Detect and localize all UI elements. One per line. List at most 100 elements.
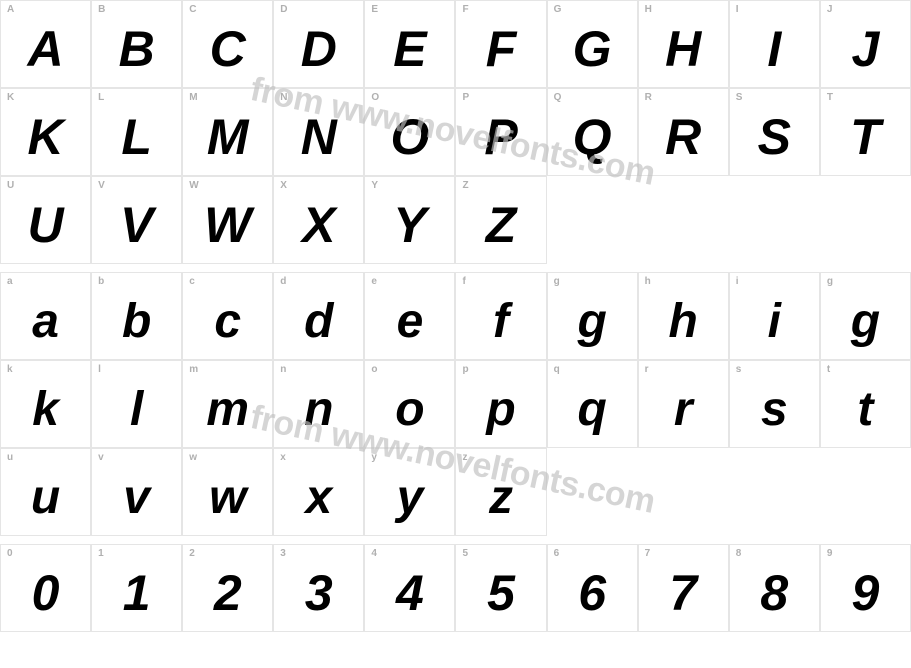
cell-glyph: I	[730, 17, 819, 87]
cell-label: t	[821, 361, 910, 377]
cell-glyph: K	[1, 105, 90, 175]
cell-glyph: L	[92, 105, 181, 175]
cell-label: C	[183, 1, 272, 17]
glyph-cell: KK	[0, 88, 91, 176]
cell-glyph: Z	[456, 193, 545, 263]
cell-label: Y	[365, 177, 454, 193]
cell-glyph: g	[548, 289, 637, 359]
cell-glyph: w	[183, 465, 272, 535]
glyph-cell: ZZ	[455, 176, 546, 264]
cell-label: R	[639, 89, 728, 105]
glyph-cell: 88	[729, 544, 820, 632]
cell-glyph: 7	[639, 561, 728, 631]
cell-glyph: 3	[274, 561, 363, 631]
glyph-cell: 66	[547, 544, 638, 632]
cell-glyph: G	[548, 17, 637, 87]
glyph-row: kkllmmnnooppqqrrsstt	[0, 360, 911, 448]
glyph-cell: nn	[273, 360, 364, 448]
glyph-row: aabbccddeeffgghhiigg	[0, 272, 911, 360]
cell-glyph: l	[92, 377, 181, 447]
cell-glyph: s	[730, 377, 819, 447]
cell-label: g	[821, 273, 910, 289]
cell-glyph: N	[274, 105, 363, 175]
cell-label: O	[365, 89, 454, 105]
glyph-cell: aa	[0, 272, 91, 360]
cell-glyph: 9	[821, 561, 910, 631]
cell-glyph: J	[821, 17, 910, 87]
cell-glyph: m	[183, 377, 272, 447]
glyph-cell: QQ	[547, 88, 638, 176]
cell-glyph: W	[183, 193, 272, 263]
glyph-cell: 11	[91, 544, 182, 632]
cell-glyph: i	[730, 289, 819, 359]
glyph-cell: MM	[182, 88, 273, 176]
glyph-cell: 22	[182, 544, 273, 632]
glyph-cell: zz	[455, 448, 546, 536]
glyph-cell: yy	[364, 448, 455, 536]
cell-glyph: y	[365, 465, 454, 535]
cell-label: W	[183, 177, 272, 193]
cell-label: o	[365, 361, 454, 377]
cell-glyph: 0	[1, 561, 90, 631]
cell-label: q	[548, 361, 637, 377]
glyph-cell: ff	[455, 272, 546, 360]
cell-glyph: X	[274, 193, 363, 263]
cell-glyph: B	[92, 17, 181, 87]
cell-glyph: A	[1, 17, 90, 87]
cell-label: g	[548, 273, 637, 289]
cell-label: k	[1, 361, 90, 377]
glyph-cell: 00	[0, 544, 91, 632]
cell-label: I	[730, 1, 819, 17]
glyph-cell: 44	[364, 544, 455, 632]
cell-glyph: 8	[730, 561, 819, 631]
cell-label: 2	[183, 545, 272, 561]
cell-label: h	[639, 273, 728, 289]
glyph-cell: kk	[0, 360, 91, 448]
cell-label: v	[92, 449, 181, 465]
glyph-cell: AA	[0, 0, 91, 88]
cell-label: d	[274, 273, 363, 289]
cell-glyph: 2	[183, 561, 272, 631]
cell-label: 5	[456, 545, 545, 561]
cell-glyph: 6	[548, 561, 637, 631]
glyph-cell: HH	[638, 0, 729, 88]
glyph-cell: ww	[182, 448, 273, 536]
cell-label: V	[92, 177, 181, 193]
cell-glyph: f	[456, 289, 545, 359]
cell-glyph: k	[1, 377, 90, 447]
glyph-cell: WW	[182, 176, 273, 264]
glyph-cell: 33	[273, 544, 364, 632]
cell-glyph: S	[730, 105, 819, 175]
glyph-cell: uu	[0, 448, 91, 536]
glyph-cell: SS	[729, 88, 820, 176]
cell-glyph: x	[274, 465, 363, 535]
glyph-cell: ss	[729, 360, 820, 448]
glyph-cell: gg	[820, 272, 911, 360]
glyph-cell: FF	[455, 0, 546, 88]
cell-label: T	[821, 89, 910, 105]
glyph-cell: TT	[820, 88, 911, 176]
cell-label: 9	[821, 545, 910, 561]
cell-label: S	[730, 89, 819, 105]
cell-glyph: e	[365, 289, 454, 359]
cell-glyph: q	[548, 377, 637, 447]
cell-glyph: d	[274, 289, 363, 359]
glyph-cell: xx	[273, 448, 364, 536]
cell-label: f	[456, 273, 545, 289]
glyph-cell: OO	[364, 88, 455, 176]
cell-label: J	[821, 1, 910, 17]
cell-glyph: H	[639, 17, 728, 87]
cell-label: n	[274, 361, 363, 377]
glyph-row: KKLLMMNNOOPPQQRRSSTT	[0, 88, 911, 176]
cell-glyph: E	[365, 17, 454, 87]
cell-label: U	[1, 177, 90, 193]
glyph-cell: 55	[455, 544, 546, 632]
cell-glyph: u	[1, 465, 90, 535]
cell-glyph: C	[183, 17, 272, 87]
cell-label: y	[365, 449, 454, 465]
cell-label: u	[1, 449, 90, 465]
cell-label: a	[1, 273, 90, 289]
glyph-row: UUVVWWXXYYZZ	[0, 176, 911, 264]
cell-glyph: 4	[365, 561, 454, 631]
glyph-cell: JJ	[820, 0, 911, 88]
